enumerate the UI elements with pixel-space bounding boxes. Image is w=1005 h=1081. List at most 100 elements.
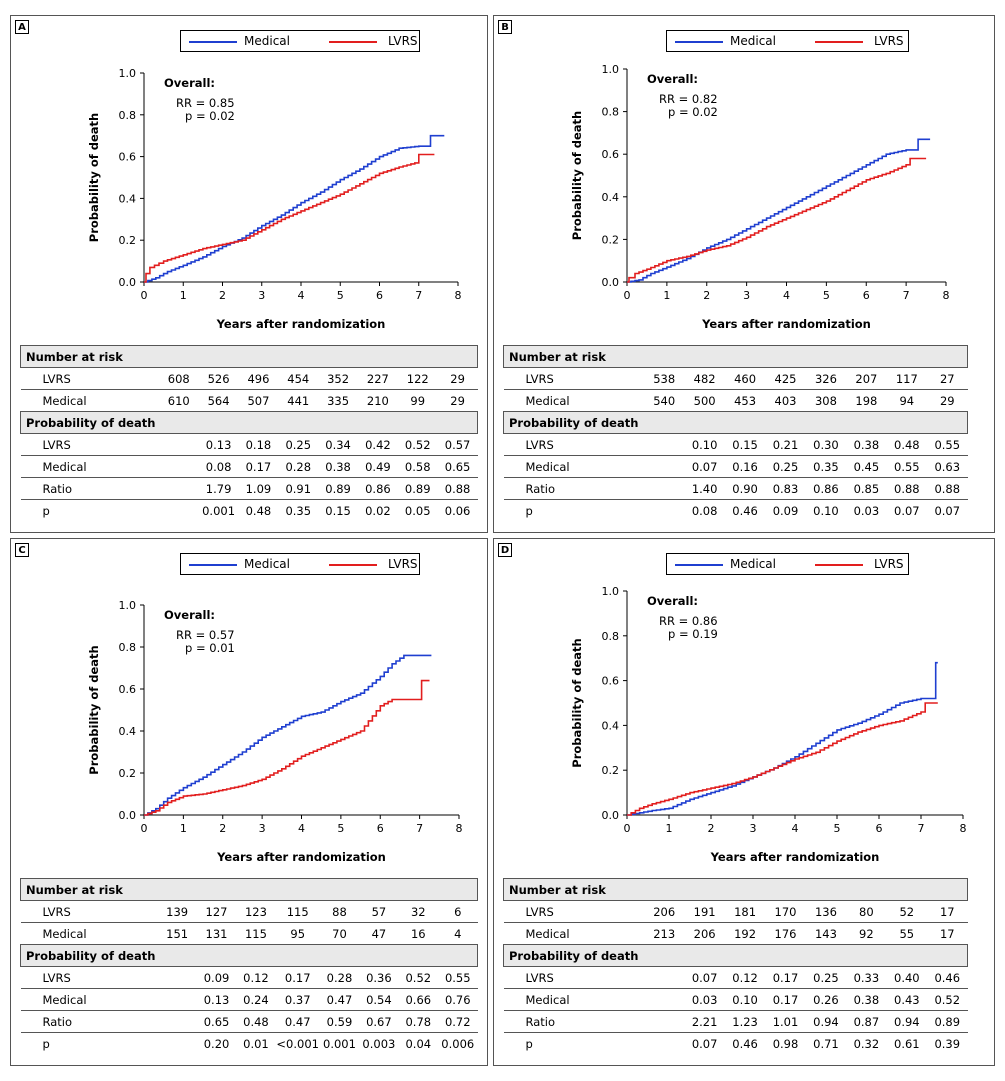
table-cell: 308 [805, 389, 847, 412]
legend-swatch-medical [675, 564, 723, 566]
x-tick-label: 7 [416, 822, 423, 835]
table-cell: 0.26 [805, 988, 847, 1011]
table-cell: 191 [684, 900, 725, 923]
table-row: LVRS 0.09 0.12 0.17 0.28 0.36 0.52 0.55 [20, 966, 478, 989]
table-cell: 0.40 [886, 966, 928, 989]
table-cell: 0.06 [444, 503, 471, 518]
x-tick-label: 6 [876, 822, 883, 835]
table-cell: 4 [438, 922, 478, 945]
table-cell: 136 [805, 900, 847, 923]
section-header-label: Probability of death [20, 411, 478, 434]
y-tick-label: 0.2 [119, 234, 137, 247]
row-label: Ratio [20, 1010, 158, 1033]
table-cell: 139 [157, 900, 197, 923]
y-tick-label: 0.6 [119, 151, 137, 164]
table-cell [158, 433, 199, 456]
table-cell: 0.21 [765, 433, 806, 456]
x-tick-label: 1 [180, 822, 187, 835]
x-tick-label: 8 [943, 289, 950, 302]
table-cell: 0.57 [437, 433, 478, 456]
table-cell: 17 [927, 900, 968, 923]
table-cell: 0.89 [397, 477, 438, 500]
table-cell: 0.13 [198, 433, 239, 456]
table-cell [157, 988, 197, 1011]
y-tick-label: 1.0 [119, 599, 137, 612]
table-cell: 403 [765, 389, 806, 412]
y-axis-label: Probability of death [570, 111, 584, 240]
table-section-header: Probability of death [503, 944, 968, 967]
x-axis-label: Years after randomization [710, 850, 880, 864]
x-tick-label: 4 [298, 289, 305, 302]
table-cell: 0.03 [853, 503, 880, 518]
table-cell: 0.76 [438, 988, 478, 1011]
table-cell: 0.07 [691, 1036, 718, 1051]
row-label: Medical [503, 455, 644, 478]
x-tick-label: 4 [783, 289, 790, 302]
table-row: Medical 610 564 507 441 335 210 99 29 [20, 389, 478, 412]
table-cell: 29 [927, 389, 968, 412]
table-cell: 0.48 [886, 433, 928, 456]
row-label: LVRS [503, 966, 644, 989]
y-axis-label: Probability of death [87, 645, 101, 774]
series-line-lvrs [627, 157, 927, 283]
table-cell: 0.89 [318, 477, 358, 500]
table-cell: 122 [397, 367, 438, 390]
table-cell: 0.13 [196, 988, 237, 1011]
row-label: LVRS [503, 367, 644, 390]
table-cell: 117 [886, 367, 928, 390]
section-header-label: Number at risk [503, 345, 968, 368]
table-cell [159, 500, 199, 522]
panel-letter: A [15, 20, 29, 34]
rr-text: RR = 0.57 [176, 628, 235, 642]
panel-letter: B [498, 20, 512, 34]
table-cell: 127 [196, 900, 237, 923]
x-tick-label: 2 [219, 822, 226, 835]
y-axis-label: Probability of death [87, 113, 101, 242]
x-axis-label: Years after randomization [701, 317, 871, 331]
x-tick-label: 5 [337, 822, 344, 835]
table-cell: 123 [236, 900, 276, 923]
table-cell: 0.35 [285, 503, 312, 518]
row-label: p [42, 1036, 50, 1051]
table-cell: 95 [275, 922, 320, 945]
table-section-header: Number at risk [20, 345, 478, 368]
table-section-header: Number at risk [20, 878, 478, 901]
table-cell: 0.18 [238, 433, 279, 456]
table-cell: 16 [398, 922, 438, 945]
x-tick-label: 0 [141, 289, 148, 302]
table-cell: 0.46 [732, 1036, 758, 1051]
x-tick-label: 0 [624, 822, 631, 835]
table-cell [158, 455, 199, 478]
legend-label-medical: Medical [730, 557, 776, 571]
chart-plot: 0.0 0.2 0.4 0.6 0.8 1.0 0 1 2 3 4 5 6 7 8 Years after r… [87, 599, 463, 864]
table-cell: 0.87 [846, 1010, 887, 1033]
table-cell: 0.10 [813, 503, 839, 518]
table-cell: 227 [357, 367, 398, 390]
series-line-medical [627, 138, 931, 283]
table-cell: 0.02 [365, 503, 391, 518]
table-cell: 608 [158, 367, 199, 390]
table-cell: 210 [357, 389, 398, 412]
table-cell [643, 1010, 685, 1033]
row-label: Ratio [503, 1010, 644, 1033]
x-axis-label: Years after randomization [216, 317, 386, 331]
y-tick-label: 0.4 [119, 725, 137, 738]
y-tick-label: 0.4 [602, 191, 620, 204]
legend-label-lvrs: LVRS [388, 34, 418, 48]
table-cell: 6 [438, 900, 478, 923]
table-cell: 0.85 [846, 477, 887, 500]
table-cell: 454 [278, 367, 319, 390]
table-cell: 460 [724, 367, 766, 390]
y-tick-label: 0.0 [602, 809, 620, 822]
table-cell: 206 [643, 900, 685, 923]
y-tick-label: 0.6 [602, 148, 620, 161]
table-cell: 0.38 [846, 433, 887, 456]
table-cell: 94 [886, 389, 928, 412]
x-tick-label: 0 [624, 289, 631, 302]
series-line-medical [627, 661, 938, 816]
y-tick-label: 1.0 [602, 63, 620, 76]
table-cell: 0.33 [846, 966, 887, 989]
section-header-label: Probability of death [503, 944, 968, 967]
table-cell: 2.21 [684, 1010, 725, 1033]
table-row: Ratio 2.21 1.23 1.01 0.94 0.87 0.94 0.89 [503, 1010, 968, 1033]
